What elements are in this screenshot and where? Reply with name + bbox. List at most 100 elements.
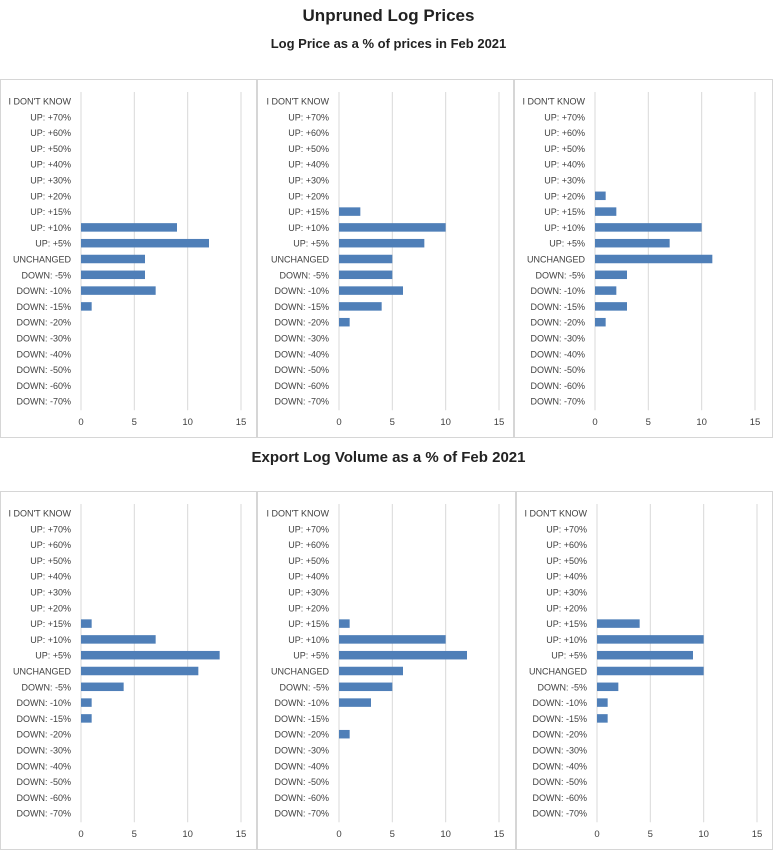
category-label: UP: +60% xyxy=(546,540,587,550)
x-tick-label: 5 xyxy=(390,417,395,428)
category-label: UP: +70% xyxy=(30,112,71,122)
category-label: DOWN: -50% xyxy=(274,777,329,787)
category-label: UP: +15% xyxy=(30,207,71,217)
category-label: DOWN: -40% xyxy=(16,761,71,771)
category-label: DOWN: -50% xyxy=(530,365,585,375)
bar xyxy=(81,682,124,692)
bar xyxy=(339,270,393,280)
x-tick-label: 5 xyxy=(646,417,651,428)
x-tick-label: 5 xyxy=(132,417,137,428)
x-tick-label: 5 xyxy=(132,829,137,840)
category-label: DOWN: -30% xyxy=(16,334,71,344)
bar xyxy=(339,666,403,676)
category-label: DOWN: -60% xyxy=(16,381,71,391)
category-label: DOWN: -10% xyxy=(274,286,329,296)
x-tick-label: 15 xyxy=(752,829,763,840)
x-tick-label: 15 xyxy=(494,417,505,428)
bar xyxy=(81,302,92,311)
category-label: UP: +30% xyxy=(30,588,71,598)
bar-chart: 0 5 10 15 I DON'T KNOW UP: +70% UP: +60% UP: +5… xyxy=(266,92,505,428)
category-label: I DON'T KNOW xyxy=(266,509,329,519)
bar xyxy=(597,698,608,707)
category-label: UP: +60% xyxy=(288,540,329,550)
category-label: UP: +10% xyxy=(30,635,71,645)
category-label: UP: +50% xyxy=(288,144,329,154)
category-label: UP: +60% xyxy=(30,540,71,550)
category-label: UP: +40% xyxy=(288,572,329,582)
bar xyxy=(597,714,608,723)
page-title: Unpruned Log Prices xyxy=(302,6,475,25)
x-tick-label: 0 xyxy=(592,417,597,428)
bar xyxy=(81,270,145,280)
bar xyxy=(595,191,606,201)
category-label: DOWN: -50% xyxy=(532,777,587,787)
bar xyxy=(595,286,617,295)
category-label: UP: +20% xyxy=(30,603,71,613)
category-label: DOWN: -20% xyxy=(532,730,587,740)
category-label: UP: +20% xyxy=(288,191,329,201)
category-label: DOWN: -5% xyxy=(22,270,72,280)
chart-panel-volume-1: 0 5 10 15 I DON'T KNOW UP: +70% UP: +60% UP: +5… xyxy=(0,491,257,850)
category-label: DOWN: -20% xyxy=(16,318,71,328)
category-label: DOWN: -40% xyxy=(16,349,71,359)
bar xyxy=(595,254,713,264)
category-label: DOWN: -40% xyxy=(530,349,585,359)
bar xyxy=(81,714,92,723)
bar xyxy=(597,650,693,660)
category-label: DOWN: -20% xyxy=(274,318,329,328)
x-tick-label: 10 xyxy=(698,829,709,840)
category-label: DOWN: -10% xyxy=(16,698,71,708)
bar xyxy=(339,207,361,216)
category-label: DOWN: -40% xyxy=(274,761,329,771)
chart-panel-volume-2: 0 5 10 15 I DON'T KNOW UP: +70% UP: +60% UP: +5… xyxy=(257,491,516,850)
category-label: UNCHANGED xyxy=(271,255,330,265)
category-label: UP: +50% xyxy=(30,144,71,154)
category-label: UP: +15% xyxy=(288,207,329,217)
bar xyxy=(339,729,350,739)
bar xyxy=(339,238,425,248)
category-label: UP: +70% xyxy=(288,112,329,122)
category-label: UP: +60% xyxy=(30,128,71,138)
category-label: UP: +30% xyxy=(30,176,71,186)
category-label: UP: +70% xyxy=(546,524,587,534)
chart-panel-price-1: 0 5 10 15 I DON'T KNOW UP: +70% UP: +60% UP: +5… xyxy=(0,79,257,438)
category-label: DOWN: -40% xyxy=(532,761,587,771)
bar xyxy=(339,698,371,707)
category-label: UP: +20% xyxy=(30,191,71,201)
bar xyxy=(339,286,403,295)
x-tick-label: 15 xyxy=(494,829,505,840)
bar xyxy=(339,619,350,628)
category-label: UP: +30% xyxy=(288,588,329,598)
x-tick-label: 15 xyxy=(236,829,247,840)
category-label: UP: +20% xyxy=(544,191,585,201)
bar xyxy=(339,317,350,327)
category-label: DOWN: -5% xyxy=(280,270,330,280)
category-label: DOWN: -5% xyxy=(280,682,330,692)
bar xyxy=(595,238,670,248)
category-label: UP: +20% xyxy=(288,603,329,613)
category-label: UP: +5% xyxy=(293,651,329,661)
category-label: DOWN: -10% xyxy=(530,286,585,296)
category-label: UP: +60% xyxy=(288,128,329,138)
category-label: UP: +50% xyxy=(288,556,329,566)
category-label: UP: +15% xyxy=(546,619,587,629)
page-subtitle: Log Price as a % of prices in Feb 2021 xyxy=(270,36,507,51)
category-label: DOWN: -60% xyxy=(532,793,587,803)
category-label: DOWN: -60% xyxy=(530,381,585,391)
category-label: UP: +70% xyxy=(30,524,71,534)
x-tick-label: 0 xyxy=(336,417,341,428)
bar-chart: 0 5 10 15 I DON'T KNOW UP: +70% UP: +60% UP: +5… xyxy=(522,92,760,428)
x-tick-label: 5 xyxy=(648,829,653,840)
category-label: I DON'T KNOW xyxy=(266,97,329,107)
category-label: DOWN: -60% xyxy=(274,381,329,391)
category-label: UP: +10% xyxy=(288,223,329,233)
category-label: DOWN: -70% xyxy=(16,397,71,407)
bar-chart: 0 5 10 15 I DON'T KNOW UP: +70% UP: +60% UP: +5… xyxy=(8,92,246,428)
bar xyxy=(81,223,177,232)
x-tick-label: 0 xyxy=(78,417,83,428)
category-label: I DON'T KNOW xyxy=(8,509,71,519)
x-tick-label: 5 xyxy=(390,829,395,840)
bar xyxy=(595,302,627,311)
category-label: DOWN: -30% xyxy=(274,746,329,756)
category-label: UNCHANGED xyxy=(529,667,588,677)
